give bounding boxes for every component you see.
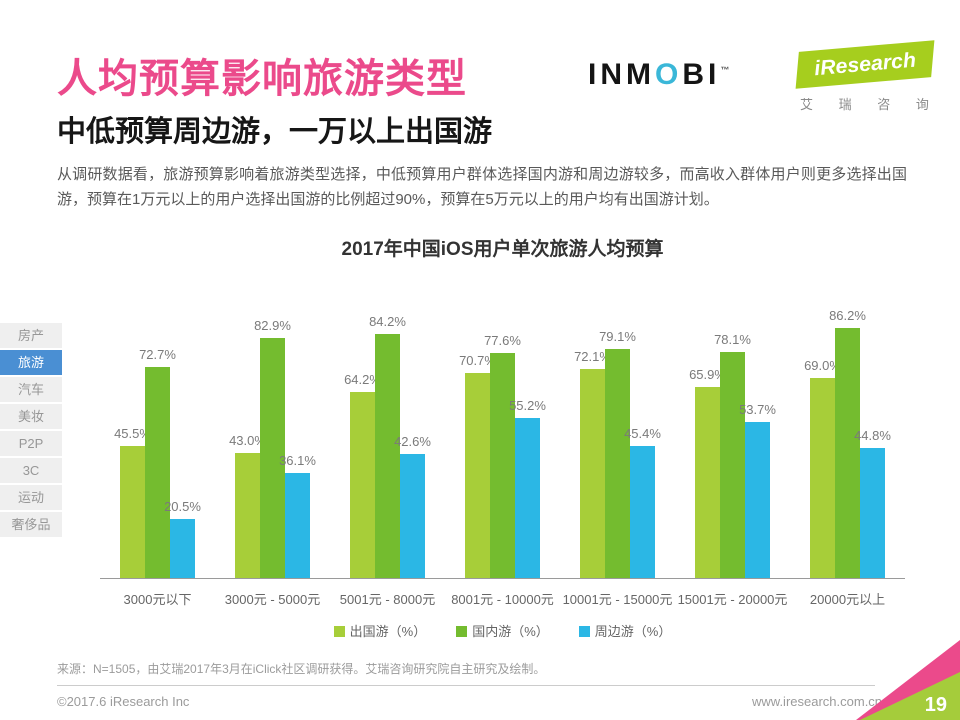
bar-出国游（%）-3000元以下 bbox=[120, 446, 145, 578]
x-axis-label: 10001元 - 15000元 bbox=[562, 592, 673, 607]
bar-周边游（%）-10001元 - 15000元 bbox=[630, 446, 655, 578]
bar-value-label: 69.0% bbox=[804, 357, 841, 373]
bar-group-3000元 - 5000元: 43.0% 82.9% 36.1% bbox=[215, 300, 330, 578]
bar-出国游（%）-15001元 - 20000元 bbox=[695, 386, 720, 578]
legend-swatch bbox=[456, 626, 468, 637]
bar-国内游（%）-5001元 - 8000元 bbox=[375, 333, 400, 578]
trademark-symbol: ™ bbox=[720, 65, 730, 75]
bar-value-label: 45.5% bbox=[114, 426, 151, 442]
x-axis-label: 3000元 - 5000元 bbox=[224, 592, 321, 607]
sidebar-item-奢侈品[interactable]: 奢侈品 bbox=[0, 512, 62, 537]
body-text: 从调研数据看，旅游预算影响着旅游类型选择，中低预算用户群体选择国内游和周边游较多… bbox=[57, 166, 907, 208]
bar-国内游（%）-10001元 - 15000元 bbox=[605, 348, 630, 578]
x-axis-labels: 3000元以下 3000元 - 5000元 5001元 - 8000元 8001元 -… bbox=[100, 589, 905, 608]
bar-group-5001元 - 8000元: 64.2% 84.2% 42.6% bbox=[330, 300, 445, 578]
iresearch-chinese-label: 艾 瑞 咨 询 bbox=[800, 97, 940, 112]
footer-divider bbox=[57, 685, 875, 686]
bar-value-label: 45.4% bbox=[624, 426, 661, 442]
bar-value-label: 64.2% bbox=[344, 371, 381, 387]
bar-value-label: 36.1% bbox=[279, 453, 316, 469]
bar-国内游（%）-8001元 - 10000元 bbox=[490, 352, 515, 578]
legend-swatch bbox=[578, 626, 590, 637]
sidebar-item-旅游[interactable]: 旅游 bbox=[0, 350, 62, 375]
legend-item: 周边游（%） bbox=[578, 621, 671, 640]
chart-legend: 出国游（%） 国内游（%） 周边游（%） bbox=[100, 621, 905, 640]
page-number: 19 bbox=[924, 694, 947, 716]
source-note: 来源：N=1505，由艾瑞2017年3月在iClick社区调研获得。艾瑞咨询研究… bbox=[57, 662, 546, 676]
bar-value-label: 53.7% bbox=[739, 402, 776, 418]
inmobi-text-2: BI bbox=[682, 58, 721, 91]
x-axis-label: 20000元以上 bbox=[809, 592, 886, 607]
bar-周边游（%）-8001元 - 10000元 bbox=[515, 417, 540, 578]
bar-value-label: 86.2% bbox=[829, 308, 866, 324]
category-sidebar: 房产 旅游 汽车 美妆 P2P 3C 运动 奢侈品 bbox=[0, 323, 62, 539]
bar-value-label: 43.0% bbox=[229, 433, 266, 449]
sidebar-item-P2P[interactable]: P2P bbox=[0, 431, 62, 456]
inmobi-logo: INMOBI™ bbox=[588, 58, 729, 92]
bar-出国游（%）-5001元 - 8000元 bbox=[350, 391, 375, 578]
bar-value-label: 20.5% bbox=[164, 498, 201, 514]
bar-value-label: 84.2% bbox=[369, 313, 406, 329]
bar-group-8001元 - 10000元: 70.7% 77.6% 55.2% bbox=[445, 300, 560, 578]
x-axis-label: 5001元 - 8000元 bbox=[339, 592, 436, 607]
bar-group-20000元以上: 69.0% 86.2% 44.8% bbox=[790, 300, 905, 578]
copyright-text: ©2017.6 iResearch Inc bbox=[57, 694, 190, 709]
iresearch-logo-text: iResearch bbox=[813, 48, 917, 80]
bar-出国游（%）-20000元以上 bbox=[810, 377, 835, 578]
iresearch-logo: iResearch bbox=[795, 40, 935, 89]
bar-value-label: 70.7% bbox=[459, 352, 496, 368]
bar-周边游（%）-15001元 - 20000元 bbox=[745, 422, 770, 578]
x-axis-label: 8001元 - 10000元 bbox=[451, 592, 554, 607]
bar-group-10001元 - 15000元: 72.1% 79.1% 45.4% bbox=[560, 300, 675, 578]
bar-value-label: 77.6% bbox=[484, 332, 521, 348]
inmobi-text: INM bbox=[588, 58, 655, 91]
sidebar-item-美妆[interactable]: 美妆 bbox=[0, 404, 62, 429]
website-text: www.iresearch.com.cn bbox=[752, 694, 883, 709]
legend-item: 出国游（%） bbox=[333, 621, 426, 640]
bar-value-label: 55.2% bbox=[509, 397, 546, 413]
x-axis-label: 3000元以下 bbox=[123, 592, 192, 607]
legend-swatch bbox=[333, 626, 345, 637]
inmobi-o-glyph: O bbox=[655, 58, 683, 91]
page-subtitle: 中低预算周边游，一万以上出国游 bbox=[57, 116, 493, 148]
x-axis-label: 15001元 - 20000元 bbox=[677, 592, 788, 607]
bar-周边游（%）-3000元 - 5000元 bbox=[285, 473, 310, 578]
bar-value-label: 72.7% bbox=[139, 347, 176, 363]
bar-value-label: 42.6% bbox=[394, 434, 431, 450]
chart-title: 2017年中国iOS用户单次旅游人均预算 bbox=[341, 239, 664, 260]
legend-item: 国内游（%） bbox=[456, 621, 549, 640]
sidebar-item-3C[interactable]: 3C bbox=[0, 458, 62, 483]
bar-value-label: 72.1% bbox=[574, 348, 611, 364]
bar-group-15001元 - 20000元: 65.9% 78.1% 53.7% bbox=[675, 300, 790, 578]
bar-周边游（%）-3000元以下 bbox=[170, 518, 195, 578]
sidebar-item-汽车[interactable]: 汽车 bbox=[0, 377, 62, 402]
bar-value-label: 44.8% bbox=[854, 428, 891, 444]
bar-国内游（%）-15001元 - 20000元 bbox=[720, 351, 745, 578]
bar-value-label: 78.1% bbox=[714, 331, 751, 347]
bar-value-label: 79.1% bbox=[599, 328, 636, 344]
bar-出国游（%）-10001元 - 15000元 bbox=[580, 368, 605, 578]
sidebar-item-房产[interactable]: 房产 bbox=[0, 323, 62, 348]
bar-周边游（%）-20000元以上 bbox=[860, 448, 885, 578]
bar-周边游（%）-5001元 - 8000元 bbox=[400, 454, 425, 578]
bar-出国游（%）-3000元 - 5000元 bbox=[235, 453, 260, 578]
bar-group-3000元以下: 45.5% 72.7% 20.5% bbox=[100, 300, 215, 578]
bar-value-label: 82.9% bbox=[254, 317, 291, 333]
bar-国内游（%）-3000元以下 bbox=[145, 367, 170, 578]
bar-chart-plot: 45.5% 72.7% 20.5% 43.0% 82.9% 36.1% 64.2% 84.2%… bbox=[100, 300, 905, 579]
bar-国内游（%）-3000元 - 5000元 bbox=[260, 337, 285, 578]
bar-出国游（%）-8001元 - 10000元 bbox=[465, 372, 490, 578]
page-title: 人均预算影响旅游类型 bbox=[57, 57, 467, 101]
bar-国内游（%）-20000元以上 bbox=[835, 328, 860, 578]
sidebar-item-运动[interactable]: 运动 bbox=[0, 485, 62, 510]
bar-value-label: 65.9% bbox=[689, 366, 726, 382]
